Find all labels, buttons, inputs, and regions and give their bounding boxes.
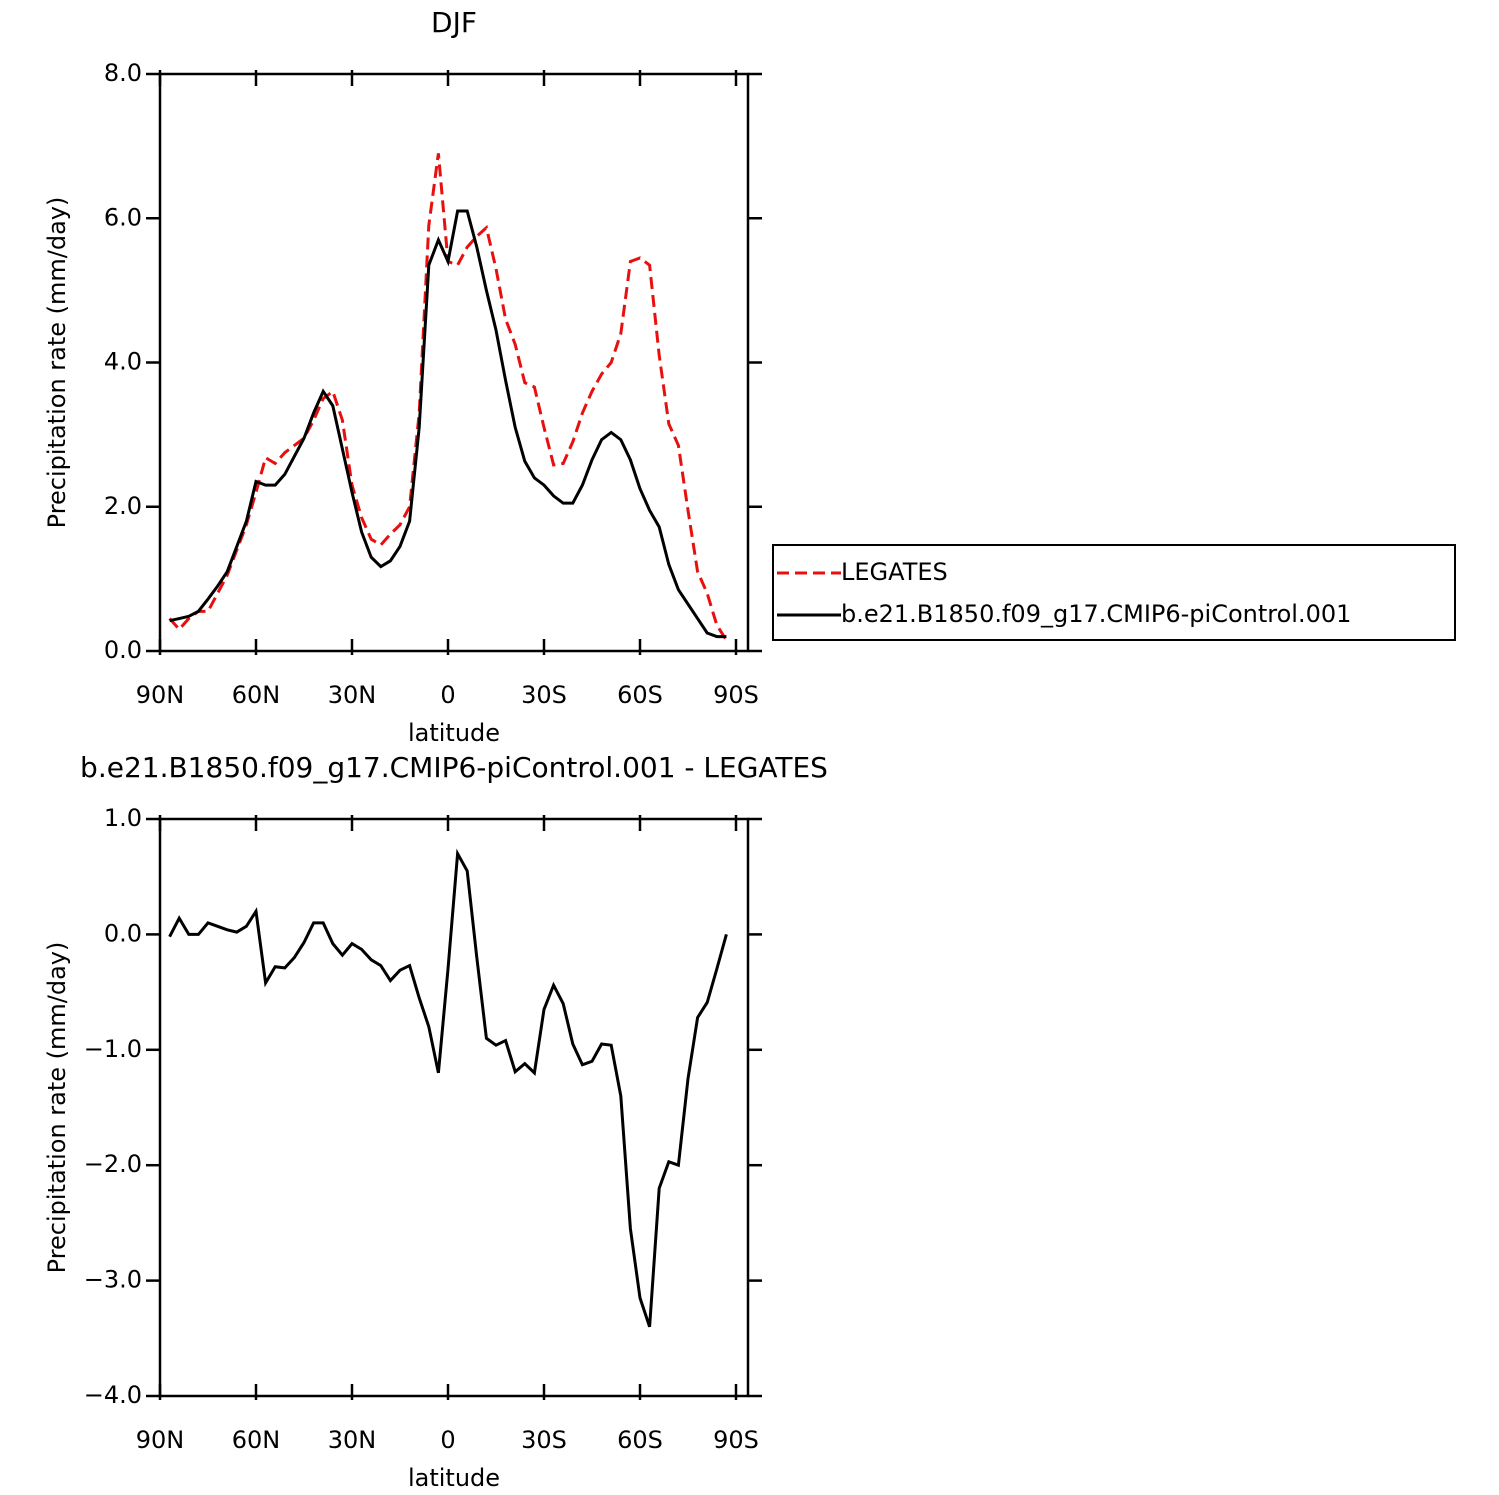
chart-title: b.e21.B1850.f09_g17.CMIP6-piControl.001 … [80, 751, 828, 784]
y-tick-label: 6.0 [104, 203, 142, 231]
legend-box [772, 544, 1456, 641]
x-tick-label: 90S [713, 1426, 759, 1454]
data-line [168, 153, 728, 641]
legend-label: b.e21.B1850.f09_g17.CMIP6-piControl.001 [841, 600, 1351, 628]
y-tick-label: −1.0 [84, 1035, 142, 1063]
x-tick-label: 60S [617, 681, 663, 709]
x-axis-label: latitude [408, 1464, 500, 1492]
x-tick-label: 0 [440, 681, 455, 709]
x-tick-label: 30N [328, 681, 377, 709]
x-tick-label: 90N [136, 1426, 185, 1454]
y-tick-label: −3.0 [84, 1266, 142, 1294]
x-tick-label: 30S [521, 1426, 567, 1454]
x-tick-label: 0 [440, 1426, 455, 1454]
data-line [168, 848, 728, 1328]
x-tick-label: 60N [232, 1426, 281, 1454]
x-tick-label: 60S [617, 1426, 663, 1454]
data-line [169, 209, 727, 639]
x-tick-label: 90N [136, 681, 185, 709]
legend-label: LEGATES [841, 558, 948, 586]
x-axis-label: latitude [408, 719, 500, 747]
y-tick-label: −4.0 [84, 1381, 142, 1409]
y-axis-label: Precipitation rate (mm/day) [43, 197, 71, 529]
y-tick-label: 0.0 [104, 919, 142, 947]
plot-frame [158, 72, 750, 653]
plot-frame [158, 817, 750, 1398]
chart-title: DJF [431, 6, 477, 39]
y-tick-label: 2.0 [104, 492, 142, 520]
y-tick-label: 1.0 [104, 804, 142, 832]
x-tick-label: 30S [521, 681, 567, 709]
x-tick-label: 60N [232, 681, 281, 709]
y-tick-label: 0.0 [104, 636, 142, 664]
x-tick-label: 30N [328, 1426, 377, 1454]
y-tick-label: −2.0 [84, 1150, 142, 1178]
x-tick-label: 90S [713, 681, 759, 709]
y-axis-label: Precipitation rate (mm/day) [43, 942, 71, 1274]
y-tick-label: 4.0 [104, 348, 142, 376]
y-tick-label: 8.0 [104, 59, 142, 87]
